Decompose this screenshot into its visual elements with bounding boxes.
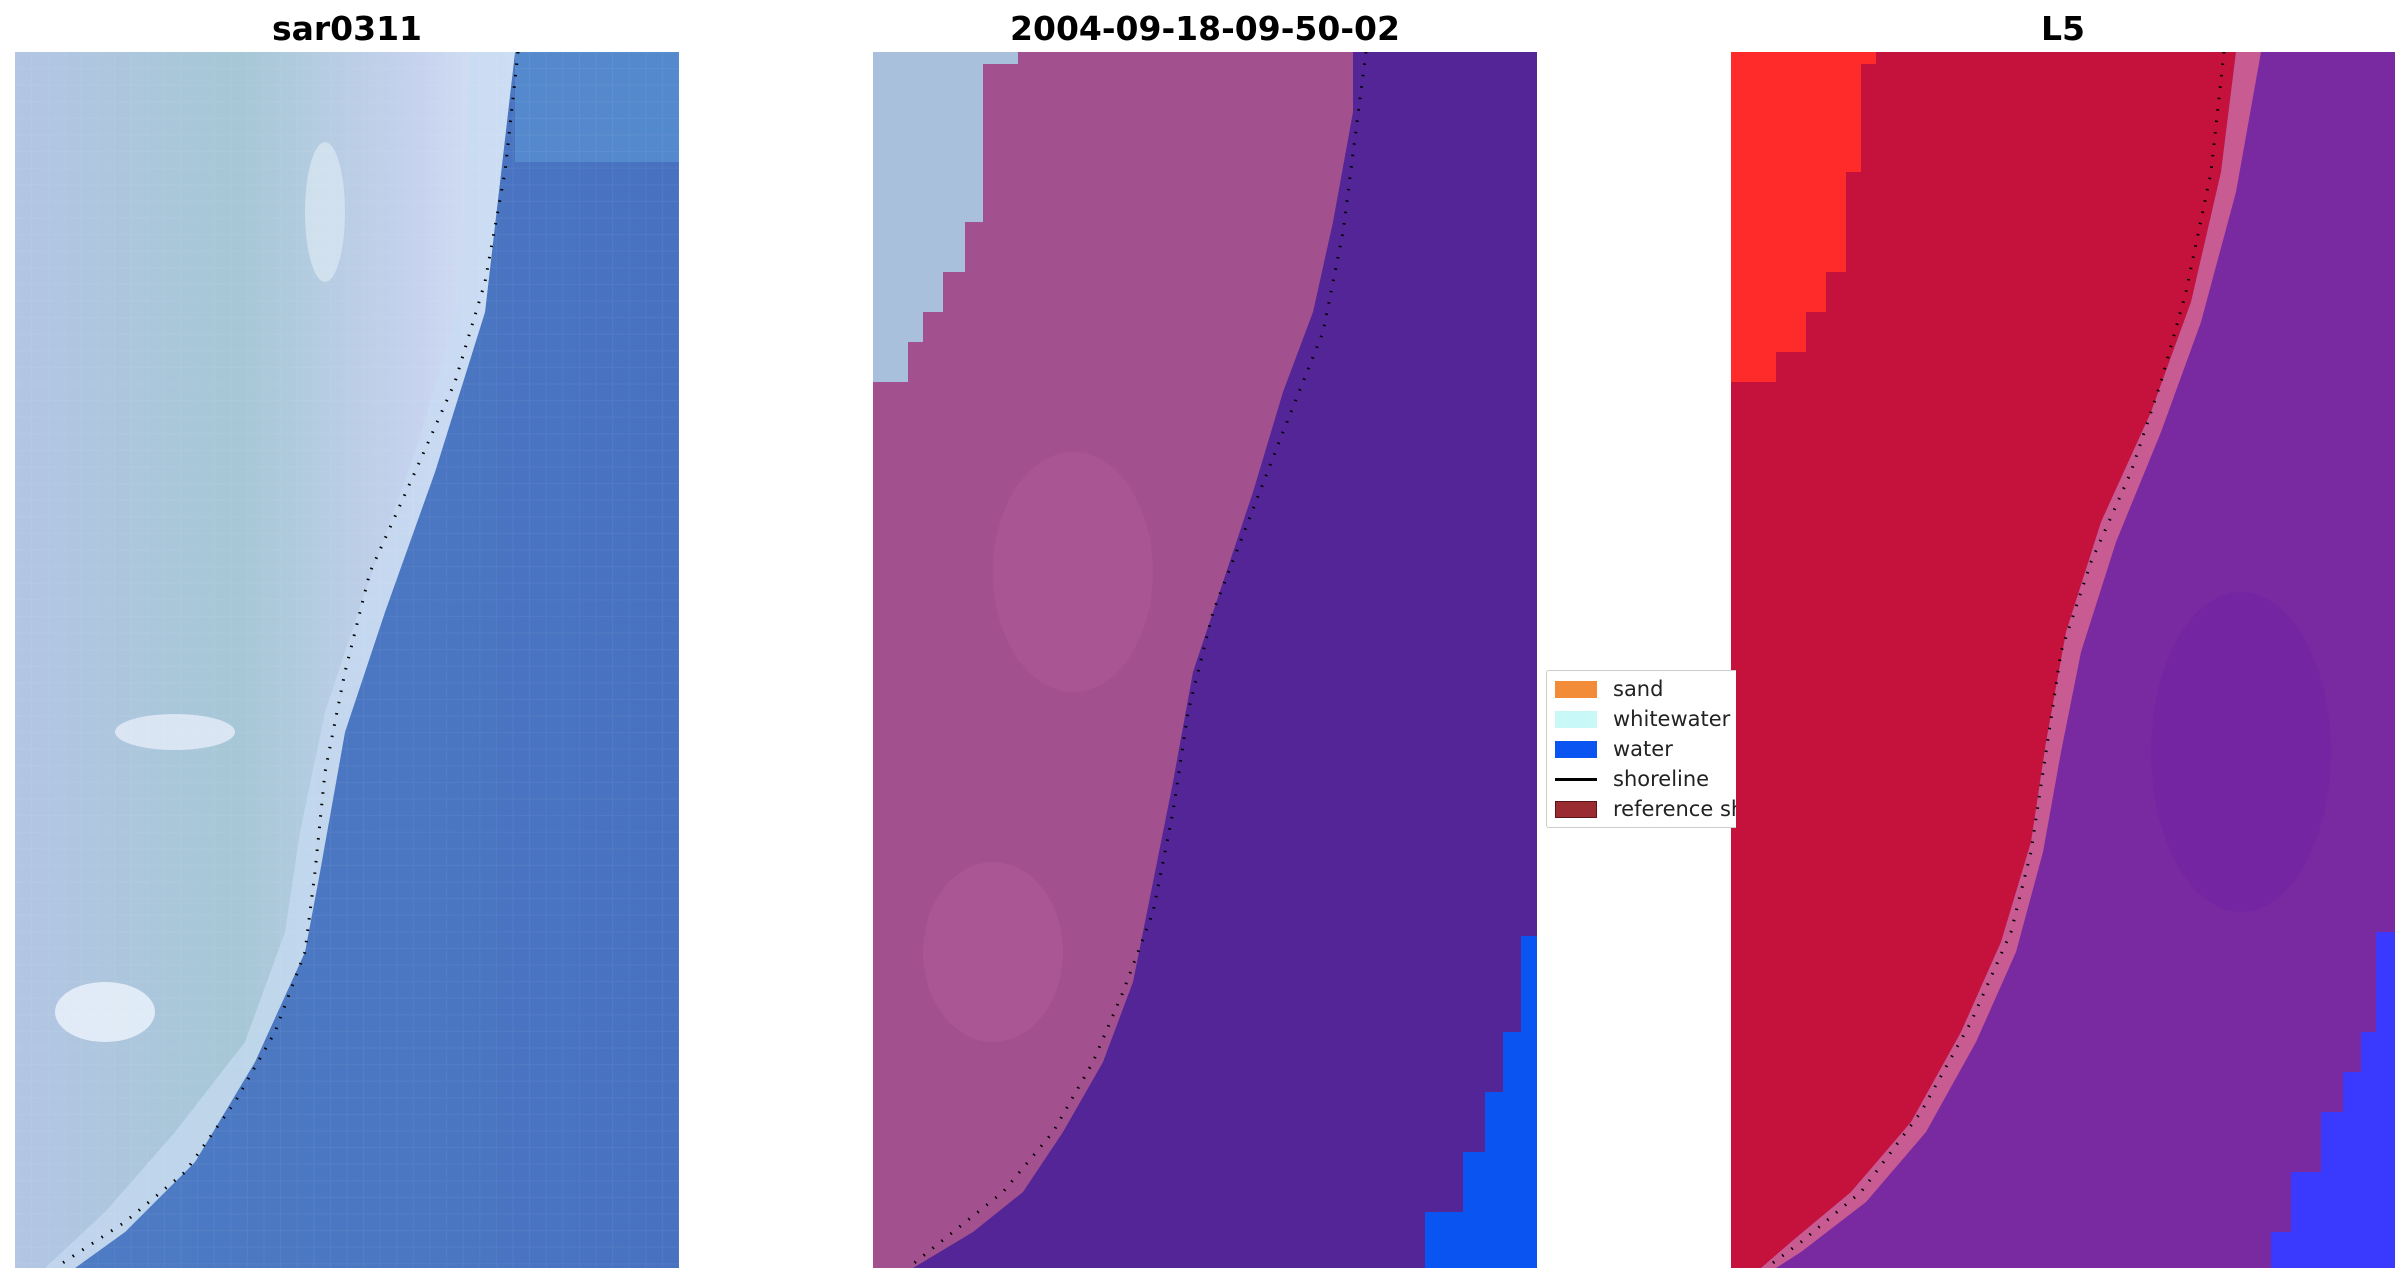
rgb-image bbox=[15, 52, 679, 1268]
sand-swatch bbox=[1555, 680, 1597, 698]
legend-label: sand bbox=[1613, 677, 1664, 701]
whitewater-swatch bbox=[1555, 710, 1597, 728]
land-variation bbox=[993, 452, 1153, 692]
panel-title-classified: 2004-09-18-09-50-02 bbox=[1010, 9, 1400, 48]
index-water-blue-area bbox=[2271, 932, 2395, 1268]
panel-title-rgb: sar0311 bbox=[271, 9, 423, 48]
panel-title-index: L5 bbox=[2041, 9, 2085, 48]
reference-shoreline-swatch bbox=[1555, 800, 1597, 818]
class-water-blue-area bbox=[1425, 936, 1537, 1268]
panel-classified-image bbox=[873, 52, 1537, 1268]
index-land-bright-area bbox=[1731, 52, 1876, 382]
land-variation bbox=[923, 862, 1063, 1042]
legend-label: reference shoreline bbox=[1613, 797, 1736, 821]
legend-item-water: water bbox=[1555, 736, 1673, 762]
index-land-area bbox=[1731, 52, 2236, 1268]
legend-label: whitewater bbox=[1613, 707, 1731, 731]
legend-label: water bbox=[1613, 737, 1673, 761]
legend-item-shoreline: shoreline bbox=[1555, 766, 1709, 792]
legend-item-sand: sand bbox=[1555, 676, 1663, 702]
panel-rgb-image bbox=[15, 52, 679, 1268]
class-whitewater-area bbox=[873, 52, 1018, 382]
classified-image bbox=[873, 52, 1537, 1268]
legend-item-whitewater: whitewater bbox=[1555, 706, 1730, 732]
index-image bbox=[1731, 52, 2395, 1268]
shoreline-line-icon bbox=[1555, 777, 1597, 781]
legend-label: shoreline bbox=[1613, 767, 1710, 791]
panel-index-image bbox=[1731, 52, 2395, 1268]
legend: sand whitewater water shoreline referenc… bbox=[1546, 670, 1736, 828]
legend-item-reference-shoreline: reference shoreline bbox=[1555, 796, 1736, 822]
water-variation bbox=[2151, 592, 2331, 912]
shoreline-line bbox=[907, 52, 1368, 1268]
pixel-grid bbox=[15, 52, 679, 1268]
water-swatch bbox=[1555, 740, 1597, 758]
